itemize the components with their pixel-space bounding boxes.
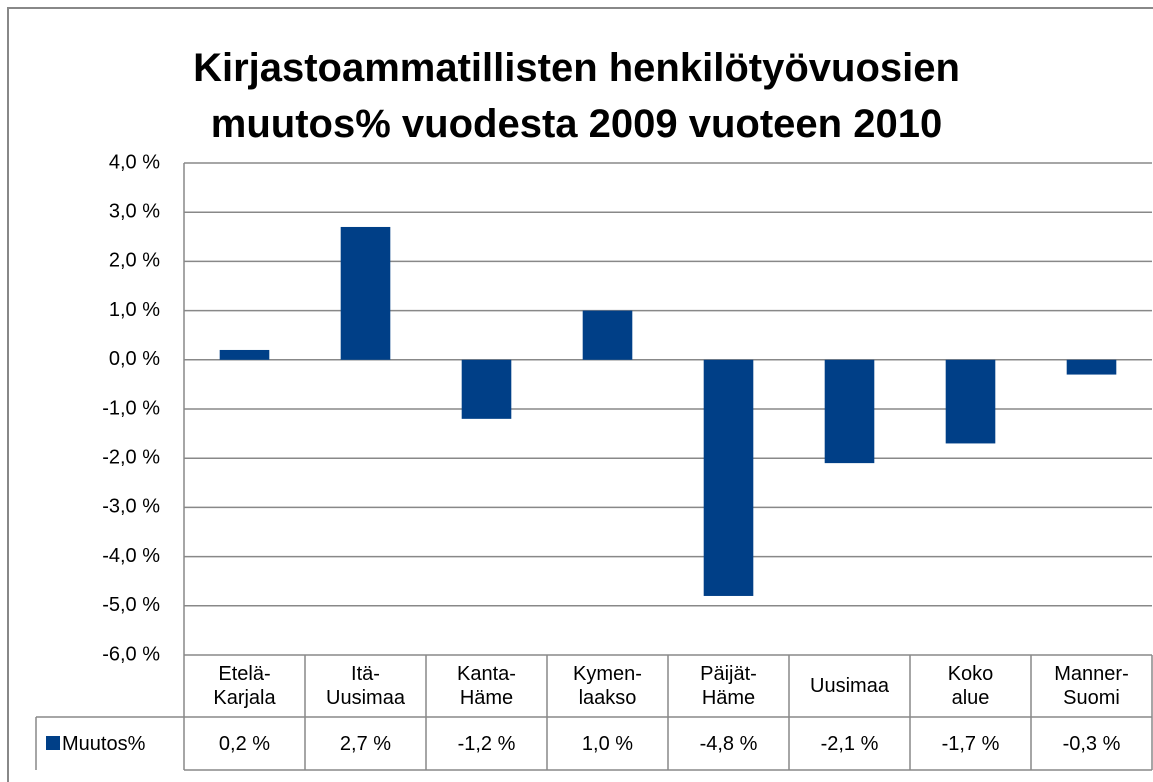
y-tick-label: 3,0 % <box>109 200 160 222</box>
y-tick-label: 0,0 % <box>109 348 160 370</box>
bar <box>582 310 633 360</box>
legend-key <box>46 736 60 750</box>
y-tick-label: -3,0 % <box>102 496 160 518</box>
value-label: 1,0 % <box>581 732 634 755</box>
x-tick-label: Päijät- Häme <box>700 663 757 709</box>
value-label: -4,8 % <box>699 732 758 755</box>
x-tick-label: Koko alue <box>947 663 994 709</box>
value-label: -2,1 % <box>820 732 879 755</box>
chart-border <box>7 7 1153 782</box>
y-tick-label: -5,0 % <box>102 594 160 616</box>
value-label: 2,7 % <box>339 732 392 755</box>
x-tick-label: Uusimaa <box>810 675 889 697</box>
y-tick-label: 4,0 % <box>109 151 160 173</box>
bar <box>945 359 996 444</box>
legend-label: Muutos% <box>62 732 146 755</box>
y-tick-label: -2,0 % <box>102 446 160 468</box>
value-label: -1,2 % <box>457 732 516 755</box>
bar <box>703 359 754 596</box>
value-label: -0,3 % <box>1062 732 1121 755</box>
chart-title: Kirjastoammatillisten henkilötyövuosien … <box>193 46 960 146</box>
value-label: 0,2 % <box>218 732 271 755</box>
y-tick-label: -1,0 % <box>102 397 160 419</box>
value-label: -1,7 % <box>941 732 1000 755</box>
bar <box>1066 359 1117 375</box>
y-tick-label: 2,0 % <box>109 250 160 272</box>
y-tick-label: 1,0 % <box>109 299 160 321</box>
bar <box>340 226 391 360</box>
y-tick-label: -6,0 % <box>102 643 160 665</box>
x-tick-label: Itä- Uusimaa <box>326 663 405 709</box>
x-tick-label: Kymen- laakso <box>573 663 642 709</box>
bar <box>219 349 270 360</box>
y-tick-label: -4,0 % <box>102 545 160 567</box>
bar <box>461 359 512 419</box>
x-tick-label: Kanta- Häme <box>457 663 516 709</box>
x-tick-label: Etelä- Karjala <box>213 663 276 709</box>
bar <box>824 359 875 464</box>
x-tick-label: Manner- Suomi <box>1054 663 1129 709</box>
